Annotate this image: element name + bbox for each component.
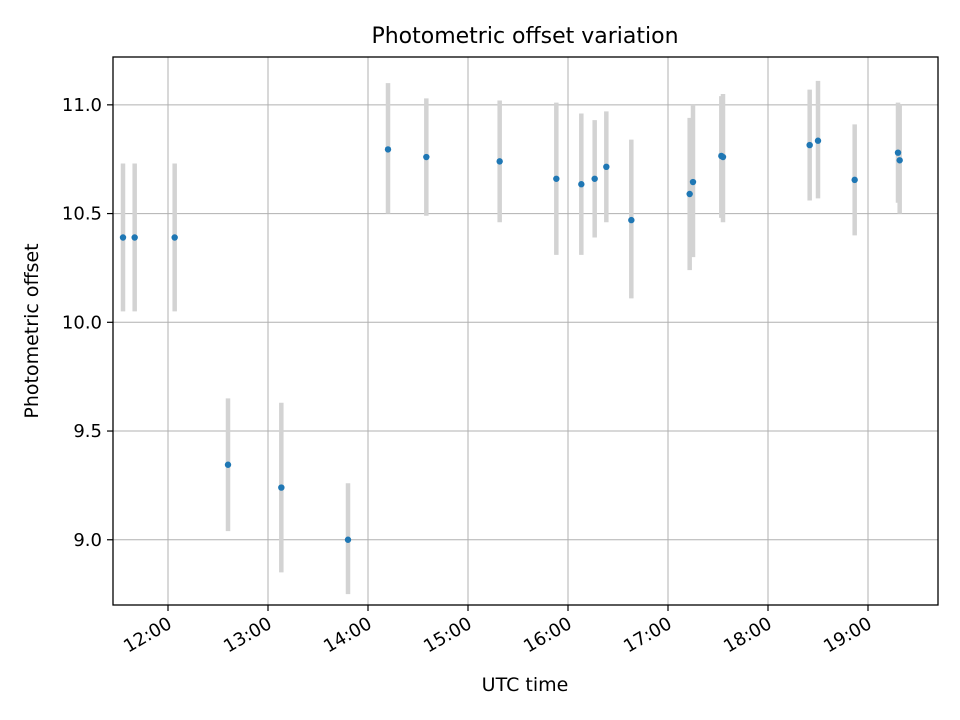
y-tick-label: 10.5 <box>62 204 102 225</box>
data-point <box>578 181 585 188</box>
data-point <box>851 176 858 184</box>
y-tick-label: 9.5 <box>73 421 102 442</box>
y-axis-label: Photometric offset <box>21 243 43 418</box>
data-point <box>119 234 127 241</box>
x-axis-label: UTC time <box>482 674 569 696</box>
data-point <box>384 146 392 153</box>
data-point <box>806 141 813 149</box>
y-tick-label: 10.0 <box>62 312 102 333</box>
plot-frame <box>112 56 939 606</box>
data-point <box>131 234 138 241</box>
data-point <box>814 137 822 144</box>
chart-title: Photometric offset variation <box>371 24 678 49</box>
data-point <box>423 153 430 161</box>
data-point <box>591 175 598 182</box>
data-point <box>896 157 903 164</box>
data-point <box>603 163 610 171</box>
data-point <box>224 461 232 468</box>
data-point <box>689 178 697 186</box>
data-point <box>719 153 727 161</box>
data-point <box>344 536 352 543</box>
data-point <box>553 175 560 182</box>
data-points <box>119 137 903 543</box>
data-point <box>894 149 902 156</box>
data-point <box>278 484 285 491</box>
data-point <box>628 216 635 224</box>
grid <box>113 57 938 605</box>
y-tick-label: 11.0 <box>62 95 102 116</box>
y-tick-label: 9.0 <box>73 530 102 551</box>
data-point <box>171 234 178 241</box>
data-point <box>686 190 693 198</box>
data-point <box>496 158 503 165</box>
